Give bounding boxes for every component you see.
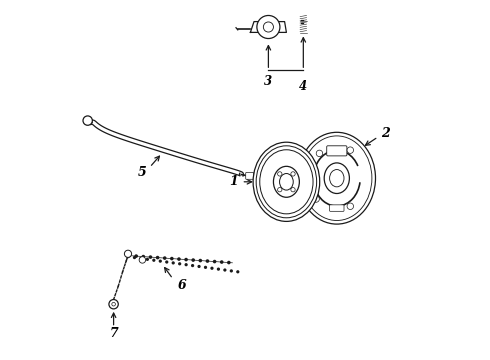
Circle shape (127, 254, 131, 257)
Circle shape (156, 256, 159, 260)
Circle shape (191, 264, 194, 267)
Ellipse shape (253, 142, 319, 221)
Circle shape (139, 257, 146, 263)
Circle shape (159, 260, 162, 263)
Text: 6: 6 (178, 279, 186, 292)
Circle shape (177, 257, 181, 261)
Circle shape (185, 263, 188, 266)
Circle shape (278, 172, 282, 176)
Ellipse shape (330, 170, 344, 187)
Circle shape (83, 116, 92, 125)
Circle shape (133, 256, 136, 259)
Circle shape (257, 15, 280, 39)
Circle shape (124, 250, 132, 257)
Circle shape (236, 270, 240, 274)
Text: 7: 7 (109, 327, 118, 340)
Ellipse shape (256, 146, 317, 218)
Circle shape (172, 261, 175, 265)
Circle shape (291, 188, 295, 192)
Ellipse shape (324, 163, 349, 194)
Circle shape (213, 260, 217, 264)
Circle shape (192, 258, 195, 262)
Circle shape (178, 262, 181, 265)
Circle shape (347, 147, 354, 153)
Text: 5: 5 (138, 166, 147, 179)
FancyBboxPatch shape (245, 172, 254, 179)
Ellipse shape (298, 132, 375, 224)
Ellipse shape (302, 136, 372, 220)
Circle shape (148, 255, 152, 259)
Circle shape (316, 150, 323, 157)
Circle shape (152, 258, 155, 262)
Circle shape (220, 260, 223, 264)
Circle shape (230, 269, 233, 273)
Circle shape (198, 259, 202, 262)
Circle shape (134, 254, 138, 258)
Circle shape (291, 172, 295, 176)
Circle shape (223, 269, 226, 272)
Text: 3: 3 (264, 75, 272, 87)
Circle shape (109, 300, 118, 309)
Circle shape (347, 203, 354, 210)
Ellipse shape (260, 150, 313, 214)
Circle shape (139, 257, 143, 260)
Circle shape (163, 256, 167, 260)
Circle shape (210, 267, 214, 270)
Text: 1: 1 (229, 175, 238, 188)
Circle shape (112, 302, 116, 306)
Circle shape (142, 255, 145, 258)
Circle shape (206, 259, 209, 263)
Circle shape (170, 257, 173, 260)
Circle shape (197, 265, 201, 268)
Circle shape (217, 267, 220, 271)
Circle shape (184, 258, 188, 261)
Text: 4: 4 (299, 80, 307, 93)
FancyBboxPatch shape (330, 205, 344, 211)
FancyBboxPatch shape (327, 146, 347, 156)
Ellipse shape (273, 166, 299, 197)
Circle shape (263, 22, 273, 32)
Circle shape (126, 255, 130, 258)
Text: 2: 2 (381, 127, 390, 140)
Circle shape (278, 188, 282, 192)
Circle shape (165, 260, 169, 264)
Circle shape (227, 261, 231, 264)
Ellipse shape (280, 174, 293, 190)
Circle shape (204, 266, 207, 269)
Circle shape (146, 258, 149, 261)
Circle shape (313, 196, 319, 202)
